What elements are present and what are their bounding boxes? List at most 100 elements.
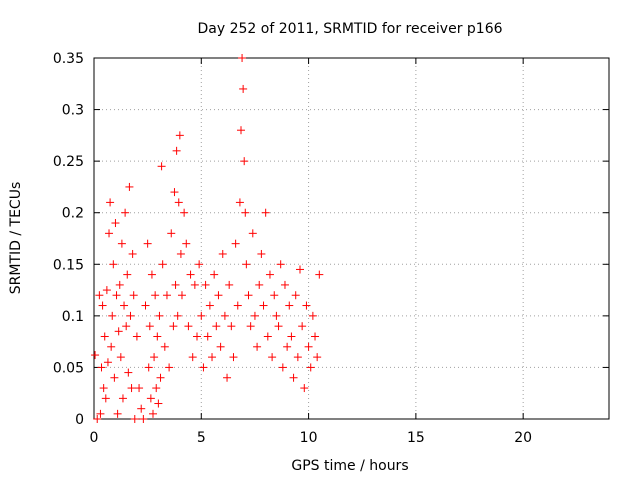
data-point xyxy=(296,265,304,274)
data-point xyxy=(231,239,240,248)
data-point xyxy=(158,260,167,269)
data-point xyxy=(220,311,229,320)
data-point xyxy=(308,311,317,320)
data-point xyxy=(147,270,156,279)
data-point xyxy=(157,162,166,171)
data-point xyxy=(302,301,311,310)
data-point xyxy=(248,229,257,238)
data-point xyxy=(93,415,102,423)
data-point xyxy=(116,353,125,362)
data-point xyxy=(101,394,110,403)
data-point xyxy=(197,311,206,320)
data-point xyxy=(141,301,150,310)
data-point xyxy=(117,239,126,248)
data-point xyxy=(205,301,214,310)
data-point xyxy=(239,84,248,93)
data-point xyxy=(203,332,212,341)
data-point xyxy=(304,342,313,351)
data-point xyxy=(199,363,208,372)
data-point xyxy=(214,291,223,300)
data-point xyxy=(107,342,116,351)
data-point xyxy=(257,249,266,258)
data-point xyxy=(149,409,158,418)
data-point xyxy=(274,322,283,331)
data-point xyxy=(268,353,277,362)
data-point xyxy=(180,208,189,217)
data-point xyxy=(165,363,174,372)
data-point xyxy=(172,146,181,155)
data-point xyxy=(152,384,161,393)
data-point xyxy=(143,239,152,248)
data-point xyxy=(91,351,100,360)
data-point xyxy=(125,182,134,191)
data-point xyxy=(313,353,322,362)
x-tick-label: 0 xyxy=(90,430,99,446)
data-point xyxy=(218,249,227,258)
data-point xyxy=(110,373,119,382)
data-point xyxy=(122,322,131,331)
data-point xyxy=(244,291,253,300)
data-point xyxy=(114,327,123,336)
y-tick-label: 0.1 xyxy=(62,309,84,325)
data-point xyxy=(253,342,262,351)
data-point xyxy=(100,332,109,341)
data-point xyxy=(146,394,155,403)
data-point xyxy=(175,131,184,140)
data-point xyxy=(105,229,114,238)
data-point xyxy=(272,311,281,320)
data-point xyxy=(98,301,107,310)
data-point xyxy=(137,404,146,413)
y-tick-label: 0.3 xyxy=(62,103,84,119)
data-point xyxy=(174,198,183,207)
data-point xyxy=(151,291,160,300)
data-point xyxy=(111,219,120,228)
data-point xyxy=(212,322,221,331)
x-tick-label: 15 xyxy=(407,430,425,446)
data-point xyxy=(240,157,249,166)
data-point xyxy=(261,208,270,217)
data-point xyxy=(229,353,238,362)
y-tick-label: 0.15 xyxy=(53,257,84,273)
data-point xyxy=(283,342,292,351)
data-point xyxy=(236,126,245,135)
data-point xyxy=(270,291,279,300)
data-point xyxy=(182,239,191,248)
data-point xyxy=(193,332,201,341)
data-point xyxy=(124,368,133,377)
data-point xyxy=(216,342,225,351)
y-tick-label: 0.25 xyxy=(53,154,84,170)
data-point xyxy=(242,260,251,269)
data-point xyxy=(155,311,164,320)
data-points xyxy=(91,54,324,423)
data-point xyxy=(126,311,135,320)
data-point xyxy=(112,291,121,300)
data-point xyxy=(276,260,285,269)
data-point xyxy=(121,208,130,217)
data-point xyxy=(210,270,219,279)
data-point xyxy=(300,384,309,393)
data-point xyxy=(132,332,141,341)
data-point xyxy=(123,270,132,279)
data-point xyxy=(103,358,112,367)
data-point xyxy=(160,342,169,351)
data-point xyxy=(225,280,234,289)
data-point xyxy=(235,198,244,207)
data-point xyxy=(113,409,122,418)
data-point xyxy=(227,322,236,331)
data-point xyxy=(95,291,104,300)
data-point xyxy=(246,322,255,331)
data-point xyxy=(130,415,139,423)
data-point xyxy=(129,291,138,300)
data-point xyxy=(250,311,259,320)
data-point xyxy=(293,353,302,362)
y-tick-label: 0 xyxy=(75,412,84,428)
data-point xyxy=(96,409,105,418)
data-point xyxy=(287,332,296,341)
data-point xyxy=(169,322,178,331)
y-tick-label: 0.05 xyxy=(53,360,84,376)
axis-ticks: 0 0.05 0.1 0.15 0.2 0.25 0.3 0.35 0 5 10 15 20 xyxy=(53,51,609,446)
data-point xyxy=(145,322,154,331)
data-point xyxy=(135,384,144,393)
data-point xyxy=(311,332,320,341)
